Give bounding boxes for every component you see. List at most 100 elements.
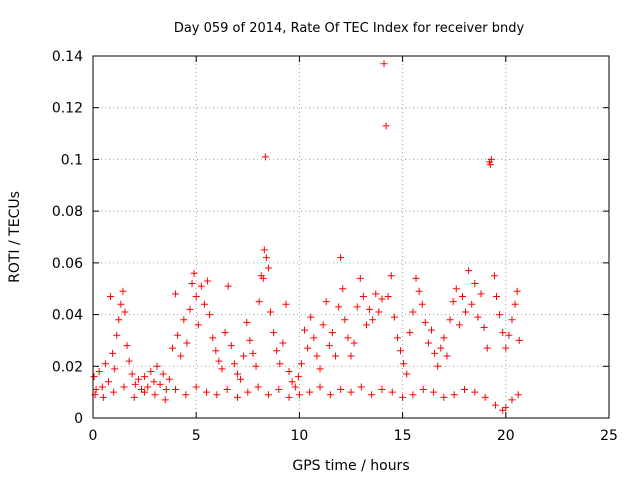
data-point <box>254 383 262 391</box>
data-point <box>190 269 198 277</box>
data-point <box>384 292 392 300</box>
data-point <box>147 367 155 375</box>
data-point <box>316 383 324 391</box>
data-point <box>273 347 281 355</box>
data-point <box>121 308 129 316</box>
data-point <box>511 300 519 308</box>
data-point <box>90 373 98 381</box>
data-point <box>339 285 347 293</box>
data-point <box>285 367 293 375</box>
data-point <box>182 391 190 399</box>
axis-ticks: 0 5 10 15 20 25 0 0.02 0.04 0.06 0.08 0.1 0.12 0.14 <box>52 49 618 444</box>
data-point <box>310 334 318 342</box>
y-tick-label: 0.14 <box>52 49 83 65</box>
data-point <box>366 305 374 313</box>
data-point <box>218 365 226 373</box>
data-point <box>101 360 109 368</box>
data-point <box>197 282 205 290</box>
data-point <box>110 388 118 396</box>
data-point <box>307 313 315 321</box>
data-point <box>400 360 408 368</box>
data-point <box>380 60 388 68</box>
data-point <box>130 393 138 401</box>
data-point <box>508 316 516 324</box>
data-point <box>224 282 232 290</box>
data-point <box>468 300 476 308</box>
data-point <box>440 393 448 401</box>
data-point <box>288 378 296 386</box>
data-point <box>212 347 220 355</box>
data-point <box>455 321 463 329</box>
data-point <box>227 342 235 350</box>
data-point <box>332 352 340 360</box>
data-point <box>496 311 504 319</box>
data-point <box>465 267 473 275</box>
data-point <box>409 308 417 316</box>
data-point <box>471 280 479 288</box>
data-point <box>99 393 107 401</box>
data-points <box>90 60 523 414</box>
data-point <box>168 344 176 352</box>
data-point <box>252 362 260 370</box>
data-point <box>458 292 466 300</box>
data-point <box>322 298 330 306</box>
data-point <box>328 329 336 337</box>
data-point <box>282 300 290 308</box>
data-point <box>172 290 180 298</box>
data-point <box>450 391 458 399</box>
data-point <box>378 386 386 394</box>
data-point <box>215 357 223 365</box>
data-point <box>144 383 152 391</box>
data-point <box>335 303 343 311</box>
data-point <box>264 391 272 399</box>
data-point <box>192 383 200 391</box>
data-point <box>502 344 510 352</box>
data-point <box>204 277 212 285</box>
data-point <box>437 344 445 352</box>
data-point <box>134 375 142 383</box>
x-tick-label: 5 <box>192 428 201 444</box>
data-point <box>174 331 182 339</box>
data-point <box>449 298 457 306</box>
data-point <box>362 321 370 329</box>
data-point <box>477 290 485 298</box>
data-point <box>291 383 299 391</box>
data-point <box>341 316 349 324</box>
data-point <box>375 308 383 316</box>
data-point <box>337 386 345 394</box>
data-point <box>159 370 167 378</box>
data-point <box>483 344 491 352</box>
data-point <box>486 161 494 169</box>
data-point <box>295 391 303 399</box>
data-point <box>125 357 133 365</box>
y-axis-label: ROTI / TECUs <box>7 191 23 283</box>
data-point <box>279 339 287 347</box>
data-point <box>243 318 251 326</box>
data-point <box>508 396 516 404</box>
data-point <box>206 311 214 319</box>
data-point <box>120 383 128 391</box>
data-point <box>259 274 267 282</box>
data-point <box>192 292 200 300</box>
y-tick-label: 0.1 <box>61 152 83 168</box>
data-point <box>415 287 423 295</box>
data-point <box>267 308 275 316</box>
data-point <box>161 396 169 404</box>
data-point <box>430 388 438 396</box>
data-point <box>427 326 435 334</box>
data-point <box>98 383 106 391</box>
x-tick-label: 15 <box>394 428 412 444</box>
data-point <box>403 370 411 378</box>
data-point <box>244 388 252 396</box>
data-point <box>276 360 284 368</box>
data-point <box>237 375 245 383</box>
data-point <box>452 285 460 293</box>
data-point <box>418 300 426 308</box>
data-point <box>109 349 117 357</box>
data-point <box>502 404 510 412</box>
data-point <box>304 344 312 352</box>
data-point <box>221 329 229 337</box>
data-point <box>306 388 314 396</box>
data-point <box>491 401 499 409</box>
data-point <box>297 360 305 368</box>
